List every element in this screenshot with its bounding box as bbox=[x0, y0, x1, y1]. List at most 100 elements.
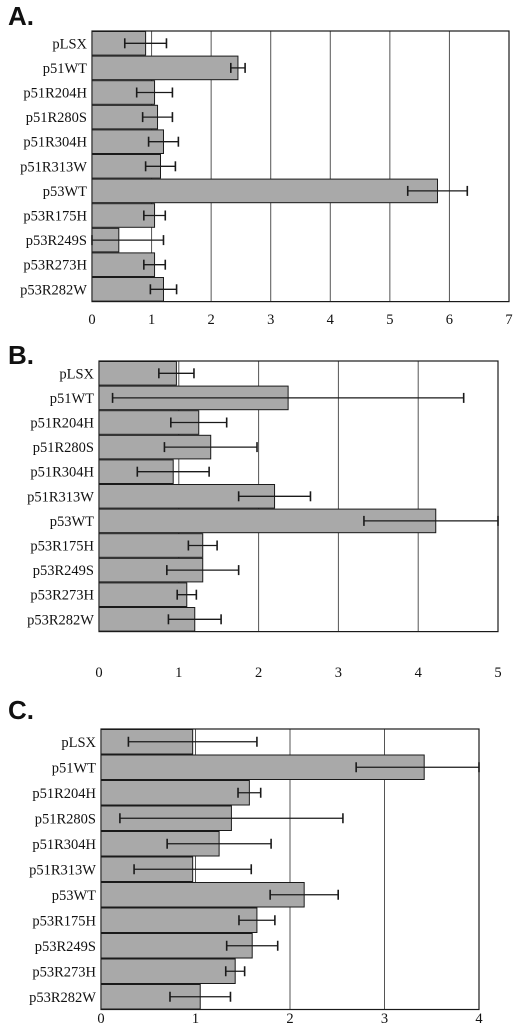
category-label-a-p51R304H: p51R304H bbox=[23, 135, 87, 151]
error-bar-c-p51R204H bbox=[237, 787, 262, 798]
category-label-b-p51R280S: p51R280S bbox=[33, 440, 94, 456]
x-tick-label-a-5: 5 bbox=[386, 312, 393, 328]
error-bar-a-p51WT bbox=[230, 62, 246, 73]
chart-panel-b: B. pLSX p51WT p51R204H p51R280S p51R304H p51R… bbox=[0, 340, 520, 690]
bar-c-p53R175H bbox=[100, 907, 258, 933]
category-label-a-pLSX: pLSX bbox=[52, 36, 87, 52]
category-label-b-p51R313W: p51R313W bbox=[27, 489, 94, 505]
category-label-a-p53R273H: p53R273H bbox=[23, 258, 87, 274]
category-label-c-p53WT: p53WT bbox=[52, 888, 96, 904]
error-bar-a-p53R273H bbox=[143, 259, 167, 270]
x-tick-label-c-2: 2 bbox=[286, 1011, 293, 1027]
bar-b-p53R175H bbox=[98, 533, 204, 558]
chart-c-svg: pLSX p51WT p51R204H p51R280S p51R304H p51R313… bbox=[29, 728, 483, 1027]
x-tick-label-b-4: 4 bbox=[415, 665, 423, 681]
error-bar-c-p51WT bbox=[355, 762, 480, 773]
category-label-b-p51R304H: p51R304H bbox=[30, 465, 94, 481]
error-bar-a-p51R204H bbox=[135, 87, 174, 98]
error-bar-c-p53R175H bbox=[238, 915, 276, 926]
error-bar-c-p53WT bbox=[269, 889, 339, 900]
error-bar-c-p53R273H bbox=[224, 966, 246, 977]
error-bar-b-p53R175H bbox=[187, 540, 218, 551]
error-bar-a-p51R304H bbox=[147, 136, 180, 147]
chart-panel-a: A. pLSX p51WT p51R204H p51R280S p51R304H p51R… bbox=[0, 0, 520, 336]
category-label-c-p53R249S: p53R249S bbox=[35, 939, 96, 955]
category-label-b-p53WT: p53WT bbox=[50, 514, 94, 530]
bar-c-p53R273H bbox=[100, 958, 236, 984]
error-bar-b-p51R304H bbox=[136, 466, 210, 477]
error-bar-b-p51R204H bbox=[170, 417, 228, 428]
error-bar-b-p51WT bbox=[111, 392, 465, 403]
category-label-b-p53R282W: p53R282W bbox=[27, 612, 94, 628]
category-label-a-p51R204H: p51R204H bbox=[23, 86, 87, 102]
category-label-c-p51WT: p51WT bbox=[52, 760, 96, 776]
category-label-a-p51R280S: p51R280S bbox=[26, 110, 87, 126]
category-label-a-p53WT: p53WT bbox=[43, 184, 87, 200]
x-tick-label-a-3: 3 bbox=[267, 312, 274, 328]
category-label-b-p51WT: p51WT bbox=[50, 391, 94, 407]
panel-label-b: B. bbox=[8, 340, 34, 370]
x-tick-label-b-3: 3 bbox=[335, 665, 342, 681]
x-tick-label-c-1: 1 bbox=[192, 1011, 199, 1027]
error-bar-b-p53R249S bbox=[166, 565, 240, 576]
error-bar-a-p53R282W bbox=[149, 284, 178, 295]
category-label-c-p53R175H: p53R175H bbox=[32, 913, 96, 929]
category-label-a-p53R282W: p53R282W bbox=[20, 282, 87, 298]
x-tick-label-a-2: 2 bbox=[208, 312, 215, 328]
x-tick-label-b-5: 5 bbox=[494, 665, 501, 681]
error-bar-c-p51R313W bbox=[133, 864, 253, 875]
chart-panel-c: C. pLSX p51WT p51R204H p51R280S p51R304H p51R… bbox=[0, 695, 520, 1033]
bar-a-p53WT bbox=[91, 178, 439, 204]
x-tick-label-a-6: 6 bbox=[446, 312, 453, 328]
category-label-c-pLSX: pLSX bbox=[61, 735, 96, 751]
category-label-b-p53R273H: p53R273H bbox=[30, 588, 94, 604]
x-tick-label-a-4: 4 bbox=[327, 312, 335, 328]
x-tick-label-b-0: 0 bbox=[95, 665, 102, 681]
error-bar-b-p53R282W bbox=[167, 614, 222, 625]
x-tick-label-b-2: 2 bbox=[255, 665, 262, 681]
error-bar-c-p51R304H bbox=[166, 838, 272, 849]
category-label-c-p51R204H: p51R204H bbox=[32, 786, 96, 802]
error-bar-b-p53R273H bbox=[176, 589, 198, 600]
error-bar-a-p53R249S bbox=[91, 235, 165, 246]
bar-c-p51R204H bbox=[100, 780, 250, 806]
category-label-c-p51R313W: p51R313W bbox=[29, 862, 96, 878]
panel-label-a: A. bbox=[8, 1, 34, 31]
x-tick-label-a-7: 7 bbox=[505, 312, 512, 328]
x-tick-label-c-4: 4 bbox=[475, 1011, 483, 1027]
error-bar-b-p51R280S bbox=[163, 442, 258, 453]
error-bar-a-p51R313W bbox=[144, 161, 177, 172]
category-label-b-p53R175H: p53R175H bbox=[30, 539, 94, 555]
error-bar-b-p51R313W bbox=[237, 491, 312, 502]
category-label-a-p51R313W: p51R313W bbox=[20, 159, 87, 175]
error-bar-a-p53R175H bbox=[143, 210, 167, 221]
error-bar-c-p53R249S bbox=[225, 940, 279, 951]
error-bar-a-p51R280S bbox=[141, 112, 174, 123]
category-label-a-p51WT: p51WT bbox=[43, 61, 87, 77]
error-bar-c-p53R282W bbox=[169, 991, 232, 1002]
category-label-b-pLSX: pLSX bbox=[59, 366, 94, 382]
x-tick-label-a-0: 0 bbox=[88, 312, 95, 328]
category-label-b-p53R249S: p53R249S bbox=[33, 563, 94, 579]
category-label-a-p53R249S: p53R249S bbox=[26, 233, 87, 249]
x-tick-label-a-1: 1 bbox=[148, 312, 155, 328]
category-label-c-p53R273H: p53R273H bbox=[32, 964, 96, 980]
bar-b-p53R273H bbox=[98, 582, 188, 607]
x-tick-label-c-3: 3 bbox=[381, 1011, 388, 1027]
bar-a-p51WT bbox=[91, 55, 239, 81]
category-label-b-p51R204H: p51R204H bbox=[30, 416, 94, 432]
error-bar-a-p53WT bbox=[406, 185, 469, 196]
error-bar-b-p53WT bbox=[363, 515, 499, 526]
bar-c-p53R282W bbox=[100, 984, 201, 1010]
error-bar-a-pLSX bbox=[123, 38, 168, 49]
chart-b-svg: pLSX p51WT p51R204H p51R280S p51R304H p51R313… bbox=[27, 360, 502, 681]
error-bar-c-pLSX bbox=[127, 736, 258, 747]
category-label-c-p53R282W: p53R282W bbox=[29, 990, 96, 1006]
category-label-c-p51R304H: p51R304H bbox=[32, 837, 96, 853]
x-tick-label-b-1: 1 bbox=[175, 665, 182, 681]
category-label-a-p53R175H: p53R175H bbox=[23, 209, 87, 225]
error-bar-b-pLSX bbox=[158, 368, 195, 379]
x-tick-label-c-0: 0 bbox=[97, 1011, 104, 1027]
category-label-c-p51R280S: p51R280S bbox=[35, 811, 96, 827]
panel-label-c: C. bbox=[8, 695, 34, 725]
